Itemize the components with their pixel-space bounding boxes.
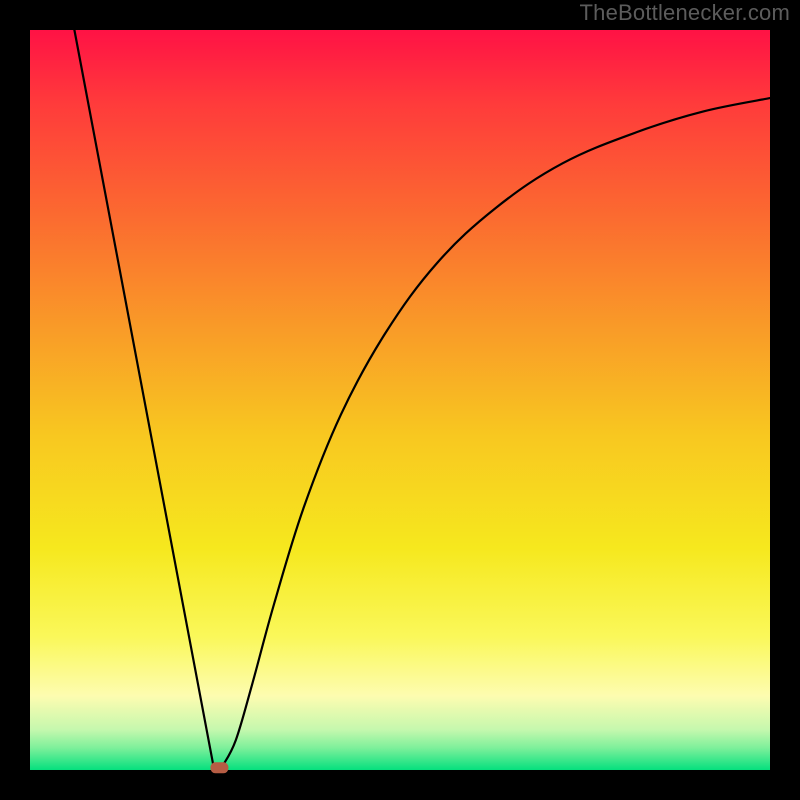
watermark-text: TheBottlenecker.com xyxy=(580,0,790,26)
chart-container: TheBottlenecker.com xyxy=(0,0,800,800)
minimum-marker xyxy=(210,762,228,773)
chart-svg xyxy=(0,0,800,800)
plot-background xyxy=(30,30,770,770)
